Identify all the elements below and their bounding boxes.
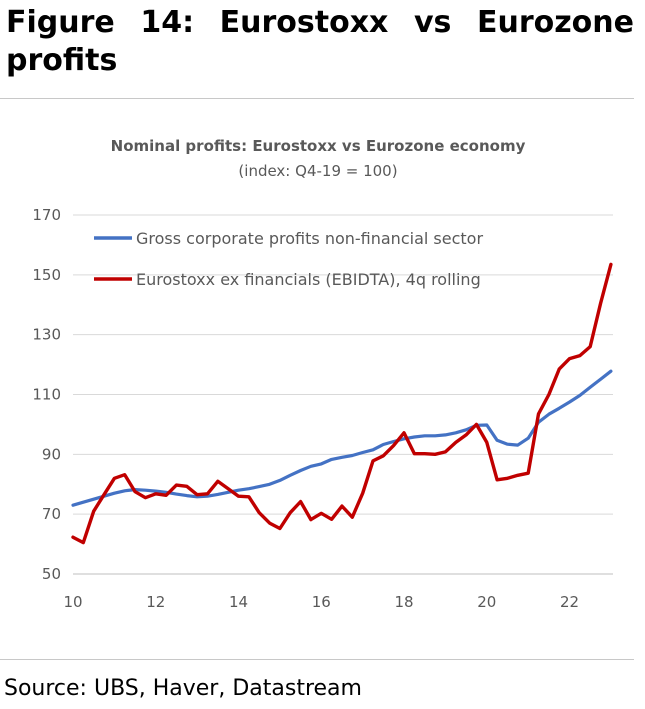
y-tick-label: 150 [32,266,61,284]
x-tick-label: 12 [146,593,165,611]
x-axis: 10 12 14 16 18 20 22 [63,573,613,611]
gridlines [73,214,613,575]
top-divider [0,98,634,99]
y-tick-label: 110 [32,386,61,404]
series-lines [71,262,613,545]
y-tick-label: 90 [42,445,61,463]
y-tick-label: 170 [32,206,61,224]
y-tick-label: 70 [42,505,61,523]
y-axis: 50 70 90 110 130 150 170 [32,206,61,583]
chart-subtitle: (index: Q4-19 = 100) [238,162,397,180]
x-tick-label: 14 [229,593,248,611]
y-tick-label: 50 [42,565,61,583]
chart-title: Nominal profits: Eurostoxx vs Eurozone e… [111,137,526,155]
legend-label-2: Eurostoxx ex financials (EBIDTA), 4q rol… [136,270,481,289]
x-tick-label: 18 [394,593,413,611]
legend: Gross corporate profits non-financial se… [94,229,483,289]
x-tick-label: 20 [477,593,496,611]
series-line-1 [71,369,613,507]
bottom-divider [0,659,634,660]
x-tick-label: 22 [560,593,579,611]
y-tick-label: 130 [32,326,61,344]
legend-label-1: Gross corporate profits non-financial se… [136,229,483,248]
source-note: Source: UBS, Haver, Datastream [4,676,362,701]
x-tick-label: 16 [312,593,331,611]
line-chart: Nominal profits: Eurostoxx vs Eurozone e… [32,137,613,611]
x-tick-label: 10 [63,593,82,611]
series-line-2 [71,262,613,545]
figure-title: Figure 14: Eurostoxx vs Eurozone profits [6,5,634,78]
